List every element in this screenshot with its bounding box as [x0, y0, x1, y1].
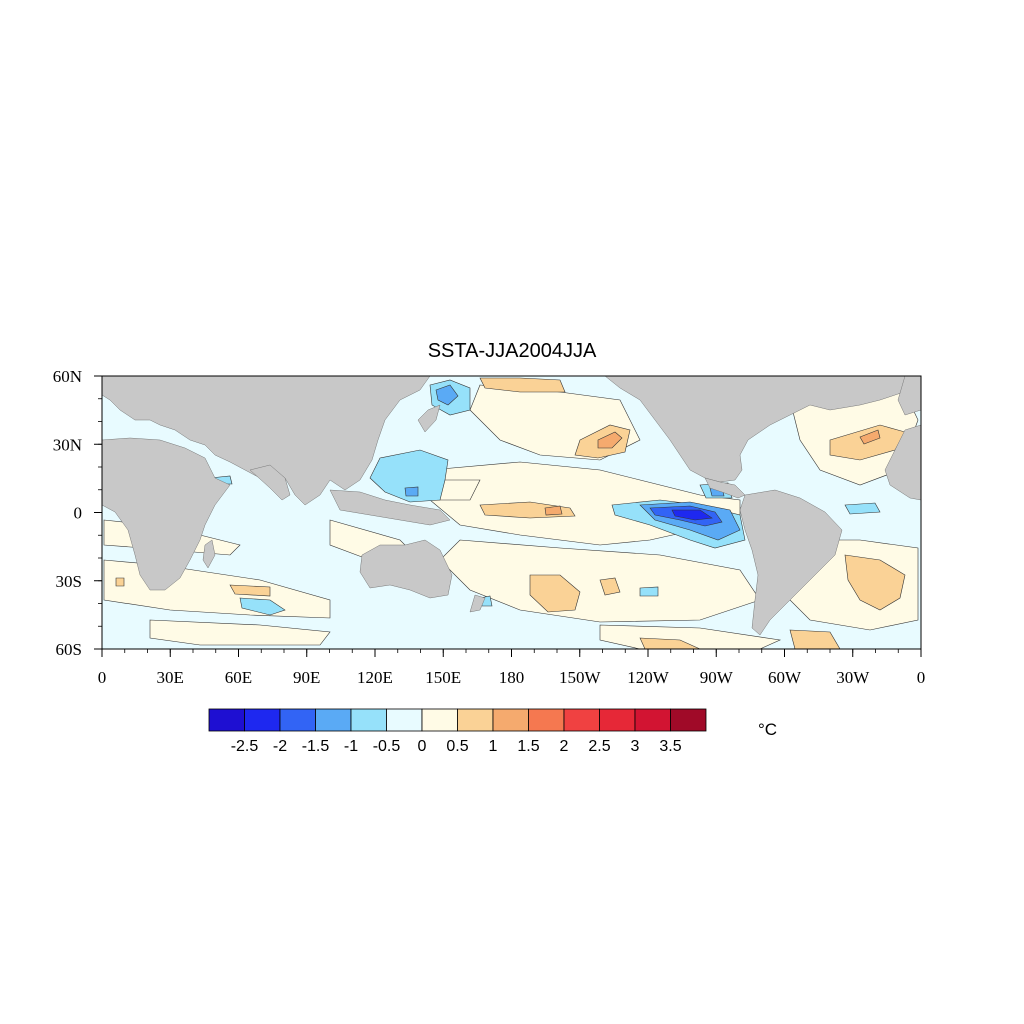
- latitude-axis: 60N 30N 0 30S 60S: [53, 367, 102, 659]
- lon-tick-label: 0: [98, 668, 107, 687]
- land-australia: [359, 539, 453, 599]
- lat-tick-label: 60S: [56, 640, 82, 659]
- lon-tick-label: 60W: [768, 668, 802, 687]
- lon-tick-label: 30W: [836, 668, 870, 687]
- map-panel: [102, 376, 921, 649]
- colorbar-swatch: [350, 708, 387, 732]
- anomaly-negative-2.5: [671, 509, 713, 521]
- colorbar-label: 1: [489, 738, 498, 755]
- colorbar-label: -2: [273, 738, 287, 755]
- land-central-america: [704, 477, 746, 499]
- land-north-america: [604, 376, 921, 483]
- lon-tick-label: 120W: [627, 668, 670, 687]
- colorbar-swatch: [421, 708, 458, 732]
- lat-tick-label: 30N: [53, 435, 82, 454]
- anomaly-positive-1-1.5: [544, 429, 881, 516]
- land-africa-east-edge: [884, 424, 921, 501]
- colorbar-label: 1.5: [517, 738, 539, 755]
- colorbar-swatch: [670, 708, 707, 732]
- colorbar-label: 0: [418, 738, 427, 755]
- land-africa: [102, 437, 231, 591]
- lon-tick-label: 150E: [425, 668, 461, 687]
- land-masses: [102, 376, 921, 636]
- colorbar-label: 3: [631, 738, 640, 755]
- lon-tick-label: 120E: [357, 668, 393, 687]
- land-japan: [417, 404, 441, 433]
- colorbar-swatch: [457, 708, 494, 732]
- lon-tick-label: 150W: [559, 668, 602, 687]
- colorbar-swatch: [386, 708, 423, 732]
- lon-tick-label: 180: [499, 668, 525, 687]
- colorbar-label: 0.5: [446, 738, 468, 755]
- colorbar-swatch: [492, 708, 529, 732]
- colorbar-swatch: [563, 708, 600, 732]
- land-india: [249, 464, 291, 501]
- lat-tick-label: 0: [74, 504, 83, 523]
- colorbar-label: -1.5: [302, 738, 330, 755]
- colorbar-label: 3.5: [659, 738, 681, 755]
- colorbar-label: -0.5: [373, 738, 401, 755]
- lat-tick-label: 30S: [56, 572, 82, 591]
- colorbar-label: 2: [560, 738, 569, 755]
- lon-tick-label: 30E: [157, 668, 184, 687]
- land-south-america: [739, 489, 843, 636]
- lon-tick-label: 90W: [700, 668, 734, 687]
- colorbar-swatch: [528, 708, 565, 732]
- colorbar-label: 2.5: [588, 738, 610, 755]
- colorbar-swatch: [244, 708, 281, 732]
- land-new-zealand: [469, 594, 486, 613]
- colorbar-label: -2.5: [231, 738, 259, 755]
- colorbar-swatch: [634, 708, 671, 732]
- lon-tick-label: 60E: [225, 668, 252, 687]
- colorbar-swatch: [315, 708, 352, 732]
- lon-tick-label: 90E: [293, 668, 320, 687]
- land-madagascar: [202, 539, 216, 569]
- lat-tick-label: 60N: [53, 367, 82, 386]
- lon-tick-label: 0: [917, 668, 926, 687]
- colorbar-swatch: [279, 708, 316, 732]
- colorbar-swatch: [208, 708, 245, 732]
- land-indonesia: [329, 489, 451, 526]
- colorbar-swatch: [599, 708, 636, 732]
- colorbar-label: -1: [344, 738, 358, 755]
- colorbar: -2.5 -2 -1.5 -1 -0.5 0 0.5 1 1.5 2 2.5 3 3.5: [208, 708, 707, 755]
- land-greenland: [897, 376, 921, 416]
- longitude-axis: 0 30E 60E 90E 120E 150E 180 150W 120W 90W 60W 30W 0: [98, 649, 926, 687]
- map-title: SSTA-JJA2004JJA: [427, 340, 597, 362]
- units-label: °C: [758, 720, 778, 739]
